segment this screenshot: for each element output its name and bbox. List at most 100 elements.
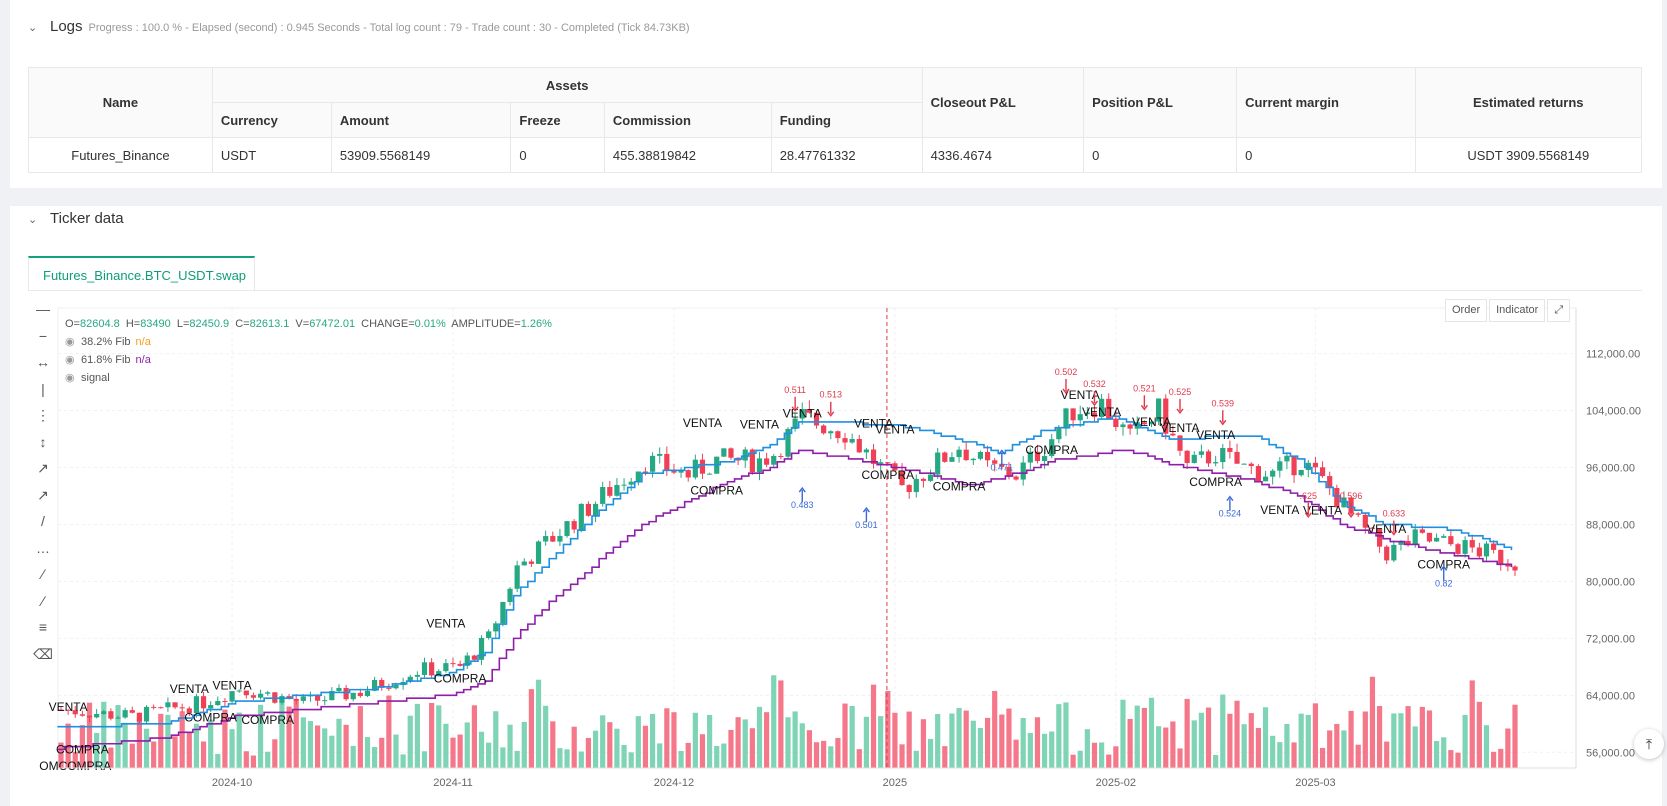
candle-body [614, 485, 620, 496]
signal-label: VENTA [1160, 421, 1199, 435]
value-label: 0.501 [855, 520, 878, 530]
trash-icon[interactable]: ⌫ [33, 645, 53, 662]
y-tick-label: 80,000.00 [1586, 576, 1635, 588]
fib-38-line [57, 415, 1513, 728]
volume-bar [1120, 699, 1126, 768]
signal-label: VENTA [1132, 415, 1171, 429]
candle-body [457, 663, 463, 666]
volume-bar [1127, 718, 1133, 768]
parallel-lines-icon[interactable]: ∕ [41, 566, 45, 582]
volume-bar [607, 722, 613, 768]
candle-body [685, 470, 691, 478]
ticker-header[interactable]: ⌄ Ticker data [28, 210, 124, 227]
price-line-icon[interactable]: … [36, 539, 50, 556]
candle-body [1277, 461, 1283, 471]
scroll-to-top-button[interactable]: ⤒ [1634, 729, 1664, 759]
volume-bar [870, 684, 877, 768]
volume-bar [1448, 750, 1454, 768]
candle-body [293, 698, 299, 701]
volume-bar [778, 680, 784, 768]
candle-body [1255, 466, 1262, 482]
volume-bars [58, 675, 1518, 768]
x-tick-label: 2025-02 [1096, 777, 1136, 789]
volume-bar [1262, 707, 1269, 768]
volume-bar [108, 747, 114, 768]
volume-bar [1462, 714, 1468, 768]
candle-body [1227, 447, 1233, 452]
candle-body [528, 561, 535, 564]
value-label: 0.596 [1340, 491, 1363, 501]
value-label: 0.521 [1133, 383, 1156, 393]
horizontal-line-icon[interactable]: − [38, 327, 48, 344]
volume-bar [1191, 720, 1197, 768]
volume-bar [571, 726, 577, 768]
indicator-button[interactable]: Indicator [1489, 299, 1546, 322]
volume-bar [785, 717, 791, 768]
volume-bar [136, 718, 143, 768]
logs-header[interactable]: ⌄ Logs Progress : 100.0 % - Elapsed (sec… [28, 18, 690, 35]
volume-bar [265, 751, 271, 768]
volume-bar [849, 705, 855, 768]
candle-body [500, 602, 506, 624]
signal-label: COMPRA [56, 743, 109, 757]
cell-name: Futures_Binance [28, 137, 213, 173]
candle-body [486, 631, 492, 638]
vertical-segment-icon[interactable]: ↕ [39, 433, 47, 450]
volume-bar [165, 714, 171, 768]
vertical-line-icon[interactable]: | [41, 380, 45, 397]
candle-body [592, 503, 599, 516]
horizontal-ray-icon[interactable]: — [36, 301, 50, 317]
candle-body [785, 428, 791, 457]
volume-bar [835, 737, 841, 768]
volume-bar [564, 749, 570, 768]
volume-bar [372, 747, 378, 768]
cell-position: 0 [1083, 137, 1238, 173]
fullscreen-icon[interactable]: ⤢ [1547, 299, 1571, 322]
volume-bar [1491, 751, 1497, 768]
x-tick-label: 2025 [883, 777, 907, 789]
tab-btc-usdt-swap[interactable]: Futures_Binance.BTC_USDT.swap [28, 256, 255, 290]
volume-bar [1505, 728, 1511, 768]
candle-body [906, 485, 912, 493]
volume-bar [935, 714, 941, 768]
volume-bar [229, 729, 235, 768]
candle-body [1441, 536, 1447, 538]
value-label: .625 [1300, 491, 1318, 501]
fibonacci-icon[interactable]: ≡ [38, 619, 48, 635]
volume-bar [992, 690, 998, 768]
vertical-ray-icon[interactable]: ⋮ [36, 407, 50, 423]
candle-body [935, 452, 941, 475]
chevron-down-icon[interactable]: ⌄ [28, 214, 38, 226]
order-button[interactable]: Order [1445, 299, 1488, 322]
volume-bar [1270, 735, 1276, 768]
candle-body [250, 695, 257, 698]
cell-returns: USDT 3909.5568149 [1414, 137, 1643, 173]
candle-body [635, 471, 641, 482]
volume-bar [1020, 717, 1026, 768]
candle-body [1284, 455, 1290, 462]
candle-body [1405, 540, 1411, 545]
signal-label: VENTA [1082, 405, 1121, 419]
volume-bar [101, 701, 107, 768]
candle-body [179, 707, 185, 709]
volume-bar [799, 723, 805, 768]
candle-body [742, 449, 748, 461]
segment-icon[interactable]: / [41, 513, 45, 529]
channel-icon[interactable]: ∕ [41, 592, 45, 609]
value-label: 0.82 [1435, 578, 1453, 588]
signal-label: VENTA [212, 679, 251, 693]
trend-line-icon[interactable]: ↗ [37, 460, 49, 476]
chevron-down-icon[interactable]: ⌄ [28, 22, 38, 34]
volume-bar [1163, 727, 1169, 768]
candle-body [1355, 513, 1361, 515]
ray-line-icon[interactable]: ↗ [37, 486, 49, 503]
volume-bar [1220, 694, 1226, 768]
col-returns: Estimated returns [1414, 67, 1643, 138]
candle-body [1156, 398, 1162, 422]
y-axis: 112,000.00 104,000.00 96,000.00 88,000.00 80… [1575, 308, 1641, 768]
volume-bar [115, 705, 121, 768]
candle-body [94, 713, 100, 718]
horizontal-segment-icon[interactable]: ↔ [36, 354, 50, 370]
